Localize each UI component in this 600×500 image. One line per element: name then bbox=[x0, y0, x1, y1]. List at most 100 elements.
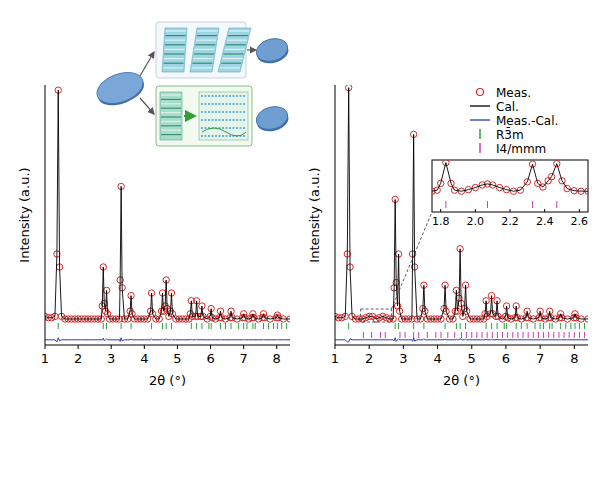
reflection-tick bbox=[103, 323, 104, 329]
reflection-tick bbox=[427, 332, 428, 338]
x-tick bbox=[177, 345, 178, 349]
reflection-tick bbox=[465, 323, 466, 329]
reflection-tick bbox=[497, 323, 498, 329]
legend-symbol bbox=[477, 89, 484, 96]
reflection-tick bbox=[466, 332, 467, 338]
reflection-tick bbox=[502, 332, 503, 338]
reflection-tick bbox=[435, 332, 436, 338]
reflection-tick bbox=[558, 332, 559, 338]
reflection-tick bbox=[208, 323, 209, 329]
reflection-tick bbox=[454, 332, 455, 338]
layer-block bbox=[190, 28, 219, 72]
series-line bbox=[335, 88, 588, 319]
x-tick-label: 5 bbox=[468, 351, 476, 366]
series-line bbox=[432, 163, 588, 192]
x-tick-label: 2 bbox=[74, 351, 82, 366]
reflection-tick bbox=[395, 323, 396, 329]
reflection-tick bbox=[413, 323, 414, 329]
reflection-tick bbox=[277, 323, 278, 329]
zoom-box bbox=[361, 309, 392, 322]
disk bbox=[93, 67, 148, 110]
reflection-tick bbox=[162, 323, 163, 329]
reflection-tick bbox=[286, 323, 287, 329]
reflection-tick bbox=[460, 323, 461, 329]
legend-label: Cal. bbox=[496, 100, 519, 114]
reflection-tick bbox=[504, 323, 505, 329]
x-axis-title: 2θ (°) bbox=[443, 373, 480, 388]
reflection-tick bbox=[560, 323, 561, 329]
layer-stripe bbox=[165, 44, 185, 45]
layer-stripe bbox=[226, 44, 246, 45]
reflection-tick bbox=[543, 323, 544, 329]
x-tick-label: 2 bbox=[365, 351, 373, 366]
plot-area bbox=[432, 160, 588, 208]
reflection-tick bbox=[553, 332, 554, 338]
layer-block bbox=[162, 28, 187, 72]
reflection-tick bbox=[58, 323, 59, 329]
x-tick-label: 6 bbox=[502, 351, 510, 366]
x-tick bbox=[276, 345, 277, 349]
arrow bbox=[140, 52, 154, 76]
reflection-tick bbox=[552, 323, 553, 329]
inset-frame bbox=[432, 160, 588, 212]
interface bbox=[202, 128, 246, 136]
reflection-tick bbox=[556, 201, 557, 208]
x-tick bbox=[335, 345, 336, 349]
layer-stripe bbox=[221, 63, 241, 64]
x-tick bbox=[505, 345, 506, 349]
layer-stripe bbox=[164, 53, 184, 54]
arrow bbox=[247, 49, 256, 50]
reflection-tick bbox=[445, 201, 446, 208]
reflection-tick bbox=[528, 332, 529, 338]
x-tick-label: 2.0 bbox=[467, 215, 485, 228]
layer-stripe bbox=[195, 44, 215, 45]
layer-stripe bbox=[197, 35, 217, 36]
reflection-tick bbox=[456, 323, 457, 329]
schematic bbox=[93, 22, 291, 146]
layer-stripe bbox=[194, 53, 214, 54]
reflection-tick bbox=[492, 332, 493, 338]
reflection-tick bbox=[564, 332, 565, 338]
reflection-tick bbox=[445, 323, 446, 329]
x-tick bbox=[440, 209, 441, 212]
reflection-tick bbox=[273, 323, 274, 329]
layer-stripe bbox=[164, 58, 184, 59]
reflection-tick bbox=[538, 332, 539, 338]
reflection-tick bbox=[535, 323, 536, 329]
x-tick bbox=[45, 345, 46, 349]
x-tick-label: 4 bbox=[433, 351, 441, 366]
layer-stripe bbox=[193, 58, 213, 59]
plot-area bbox=[45, 87, 290, 342]
layer-stripe bbox=[196, 40, 216, 41]
legend: Meas.Cal.Meas.-Cal.R3̄mI4/mmm bbox=[470, 86, 558, 156]
reflection-tick bbox=[231, 323, 232, 329]
legend-label: R3̄m bbox=[496, 127, 524, 141]
layer-stripe bbox=[201, 119, 246, 120]
reflection-tick bbox=[423, 323, 424, 329]
reflection-tick bbox=[487, 201, 488, 208]
layer-stripe bbox=[201, 95, 246, 96]
x-tick-label: 7 bbox=[536, 351, 544, 366]
x-tick bbox=[540, 345, 541, 349]
layer-stripe bbox=[161, 99, 181, 100]
reflection-tick bbox=[579, 332, 580, 338]
series-line bbox=[335, 338, 588, 342]
reflection-tick bbox=[348, 323, 349, 329]
reflection-tick bbox=[447, 332, 448, 338]
layer-stripe bbox=[228, 35, 248, 36]
x-tick bbox=[210, 345, 211, 349]
layer-stripe bbox=[198, 30, 218, 31]
y-axis bbox=[335, 85, 336, 345]
reflection-tick bbox=[405, 332, 406, 338]
x-tick bbox=[369, 345, 370, 349]
arrow bbox=[184, 115, 195, 117]
legend-symbol bbox=[479, 129, 481, 139]
zoom-line bbox=[391, 212, 432, 309]
x-tick-label: 2.2 bbox=[501, 215, 519, 228]
x-tick-label: 1.8 bbox=[432, 215, 450, 228]
reflection-tick bbox=[482, 332, 483, 338]
layer-stripe bbox=[165, 35, 185, 36]
layer-stripe bbox=[192, 67, 212, 68]
y-axis-title: Intensity (a.u.) bbox=[307, 167, 322, 262]
reflection-tick bbox=[380, 332, 381, 338]
